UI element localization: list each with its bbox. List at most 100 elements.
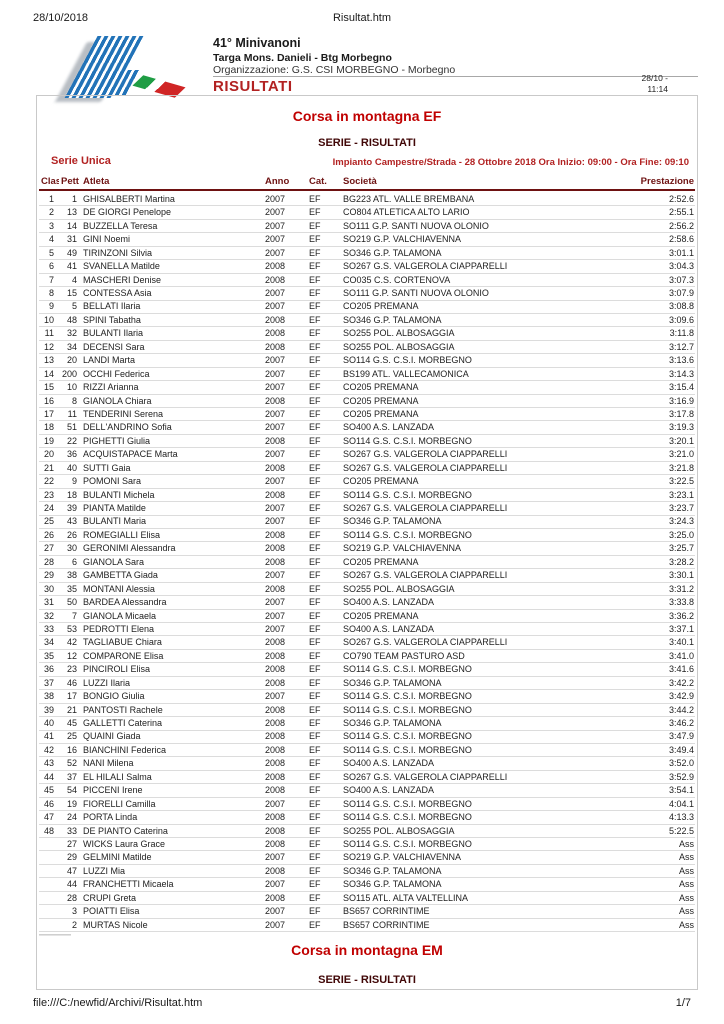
cell-anno: 2008 [265, 744, 286, 755]
cell-clas: 32 [43, 610, 54, 621]
cell-pett: 32 [66, 328, 77, 339]
cell-pett: 23 [66, 664, 77, 675]
cell-cat: EF [309, 234, 321, 245]
cell-cat: EF [309, 771, 321, 782]
cell-societa: SO400 A.S. LANZADA [343, 597, 435, 608]
cell-clas: 20 [43, 449, 54, 460]
table-row: 14 200 OCCHI Federica 2007 EF BS199 ATL.… [39, 368, 695, 382]
event-title: 41° Minivanoni [213, 36, 301, 50]
table-row: 2 13 DE GIORGI Penelope 2007 EF CO804 AT… [39, 206, 695, 220]
cell-prestazione: 3:13.6 [668, 355, 694, 366]
table-row: 10 48 SPINI Tabatha 2008 EF SO346 G.P. T… [39, 314, 695, 328]
table-row: 27 WICKS Laura Grace 2008 EF SO114 G.S. … [39, 838, 695, 852]
cell-pett: 43 [66, 516, 77, 527]
cell-atleta: LUZZI Ilaria [83, 677, 131, 688]
table-row: 15 10 RIZZI Arianna 2007 EF CO205 PREMAN… [39, 381, 695, 395]
cell-anno: 2008 [265, 583, 286, 594]
cell-clas: 3 [48, 220, 54, 231]
cell-cat: EF [309, 798, 321, 809]
cell-pett: 33 [66, 825, 77, 836]
cell-societa: CO205 PREMANA [343, 610, 419, 621]
cell-cat: EF [309, 489, 321, 500]
cell-prestazione: Ass [678, 838, 694, 849]
cell-anno: 2008 [265, 261, 286, 272]
cell-pett: 35 [66, 583, 77, 594]
cell-anno: 2007 [265, 247, 286, 258]
cell-prestazione: 3:54.1 [668, 785, 694, 796]
cell-pett: 42 [66, 637, 77, 648]
cell-clas: 43 [43, 758, 54, 769]
cell-atleta: BUZZELLA Teresa [83, 220, 158, 231]
table-row: 40 45 GALLETTI Caterina 2008 EF SO346 G.… [39, 717, 695, 731]
cell-clas: 39 [43, 704, 54, 715]
cell-anno: 2008 [265, 395, 286, 406]
cell-clas: 12 [43, 341, 54, 352]
cell-prestazione: 3:46.2 [668, 718, 694, 729]
cell-pett: 12 [66, 650, 77, 661]
table-row: 38 17 BONGIO Giulia 2007 EF SO114 G.S. C… [39, 690, 695, 704]
cell-prestazione: 3:08.8 [668, 301, 694, 312]
results-heading: RISULTATI [213, 78, 293, 95]
table-row: 16 8 GIANOLA Chiara 2008 EF CO205 PREMAN… [39, 395, 695, 408]
file-url: file:///C:/newfid/Archivi/Risultat.htm [33, 997, 203, 1009]
cell-clas: 44 [43, 771, 54, 782]
table-row: 29 38 GAMBETTA Giada 2007 EF SO267 G.S. … [39, 569, 695, 583]
cell-pett: 48 [66, 314, 77, 325]
cell-anno: 2008 [265, 812, 286, 823]
section-subtitle: SERIE - RISULTATI [318, 137, 416, 149]
cell-pett: 20 [66, 355, 77, 366]
table-row: 41 25 QUAINI Giada 2008 EF SO114 G.S. C.… [39, 731, 695, 744]
cell-atleta: DECENSI Sara [83, 341, 145, 352]
cell-anno: 2007 [265, 288, 286, 299]
table-row: 32 7 GIANOLA Micaela 2007 EF CO205 PREMA… [39, 610, 695, 623]
cell-atleta: LUZZI Mia [83, 865, 126, 876]
table-row: 42 16 BIANCHINI Federica 2008 EF SO114 G… [39, 744, 695, 758]
cell-atleta: COMPARONE Elisa [83, 650, 164, 661]
table-row: 28 CRUPI Greta 2008 EF SO115 ATL. ALTA V… [39, 892, 695, 906]
cell-pett: 50 [66, 597, 77, 608]
cell-societa: SO114 G.S. C.S.I. MORBEGNO [343, 731, 472, 742]
table-row: 7 4 MASCHERI Denise 2008 EF CO035 C.S. C… [39, 274, 695, 288]
cell-atleta: GIANOLA Micaela [83, 610, 157, 621]
cell-pett: 1 [71, 193, 77, 204]
cell-clas: 42 [43, 744, 54, 755]
print-date: 28/10/2018 [33, 12, 89, 24]
cell-pett: 49 [66, 247, 77, 258]
cell-societa: SO346 G.P. TALAMONA [343, 314, 442, 325]
cell-atleta: GIANOLA Sara [83, 556, 145, 567]
cell-prestazione: 3:30.1 [668, 570, 694, 581]
cell-anno: 2008 [265, 865, 286, 876]
cell-anno: 2008 [265, 341, 286, 352]
cell-atleta: BULANTI Michela [83, 489, 155, 500]
cell-clas: 28 [43, 556, 54, 567]
cell-prestazione: 2:56.2 [668, 220, 694, 231]
cell-atleta: BULANTI Ilaria [83, 328, 144, 339]
cell-atleta: BULANTI Maria [83, 516, 147, 527]
table-row: 13 20 LANDI Marta 2007 EF SO114 G.S. C.S… [39, 354, 695, 368]
cell-pett: 16 [66, 744, 77, 755]
cell-cat: EF [309, 852, 321, 863]
cell-societa: SO400 A.S. LANZADA [343, 422, 435, 433]
cell-anno: 2008 [265, 529, 286, 540]
cell-societa: SO267 G.S. VALGEROLA CIAPPARELLI [343, 771, 508, 782]
cell-cat: EF [309, 570, 321, 581]
cell-anno: 2007 [265, 623, 286, 634]
cell-anno: 2007 [265, 449, 286, 460]
cell-cat: EF [309, 529, 321, 540]
table-end-mark [39, 934, 71, 936]
cell-clas: 1 [48, 193, 54, 204]
table-row: 36 23 PINCIROLI Elisa 2008 EF SO114 G.S.… [39, 663, 695, 677]
cell-anno: 2007 [265, 570, 286, 581]
cell-clas: 38 [43, 691, 54, 702]
cell-anno: 2007 [265, 382, 286, 393]
cell-atleta: LANDI Marta [83, 355, 136, 366]
cell-pett: 13 [66, 207, 77, 218]
cell-cat: EF [309, 261, 321, 272]
cell-pett: 6 [71, 556, 77, 567]
cell-societa: SO346 G.P. TALAMONA [343, 247, 442, 258]
cell-cat: EF [309, 718, 321, 729]
cell-cat: EF [309, 838, 321, 849]
cell-societa: SO114 G.S. C.S.I. MORBEGNO [343, 489, 472, 500]
cell-societa: SO114 G.S. C.S.I. MORBEGNO [343, 744, 472, 755]
cell-cat: EF [309, 879, 321, 890]
